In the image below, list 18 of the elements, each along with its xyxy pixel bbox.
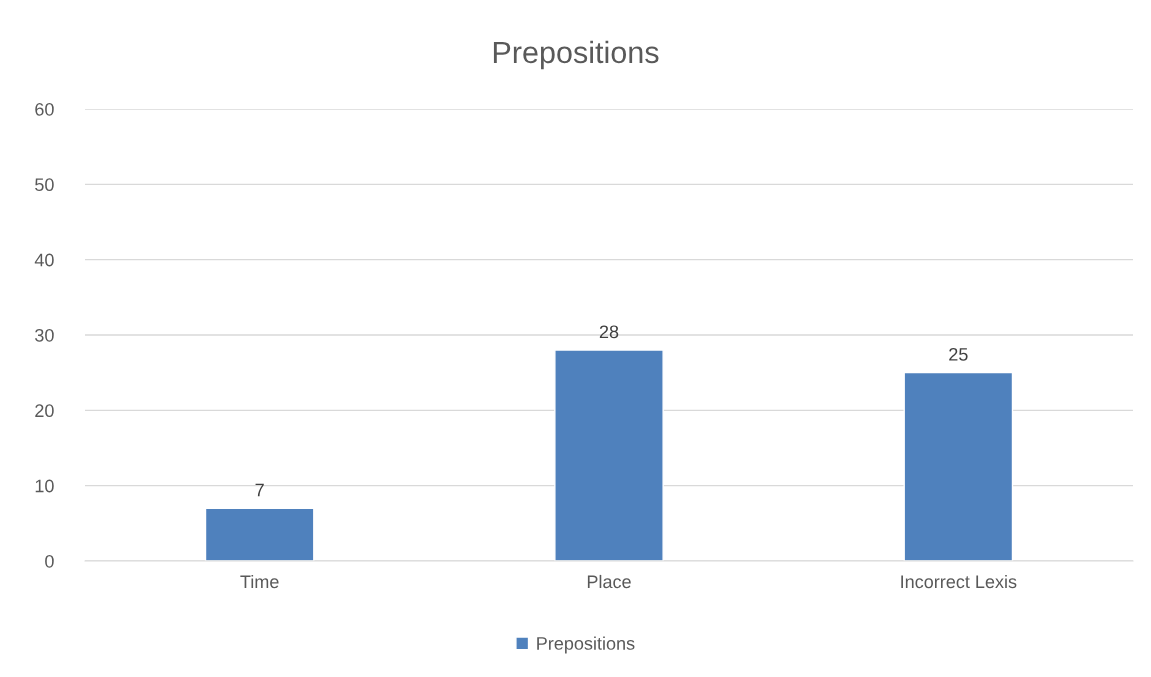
x-tick-label: Time: [240, 574, 279, 589]
y-tick-label: 0: [45, 554, 54, 568]
x-tick-label: Incorrect Lexis: [901, 574, 1017, 589]
y-tick-label: 20: [35, 404, 54, 418]
y-tick-label: 10: [35, 479, 54, 493]
bar: [204, 507, 315, 561]
data-label: 25: [949, 347, 968, 361]
bar: [903, 371, 1014, 561]
chart-title: Prepositions: [493, 40, 659, 70]
data-label: 7: [255, 483, 264, 497]
y-tick-label: 40: [34, 253, 54, 267]
legend-label: Prepositions: [537, 636, 635, 654]
y-tick-label: 30: [35, 328, 54, 342]
bar: [554, 349, 664, 561]
data-label: 28: [599, 325, 619, 339]
y-tick-label: 50: [35, 178, 54, 192]
y-tick-label: 60: [35, 102, 54, 116]
x-tick-label: Place: [587, 574, 631, 589]
